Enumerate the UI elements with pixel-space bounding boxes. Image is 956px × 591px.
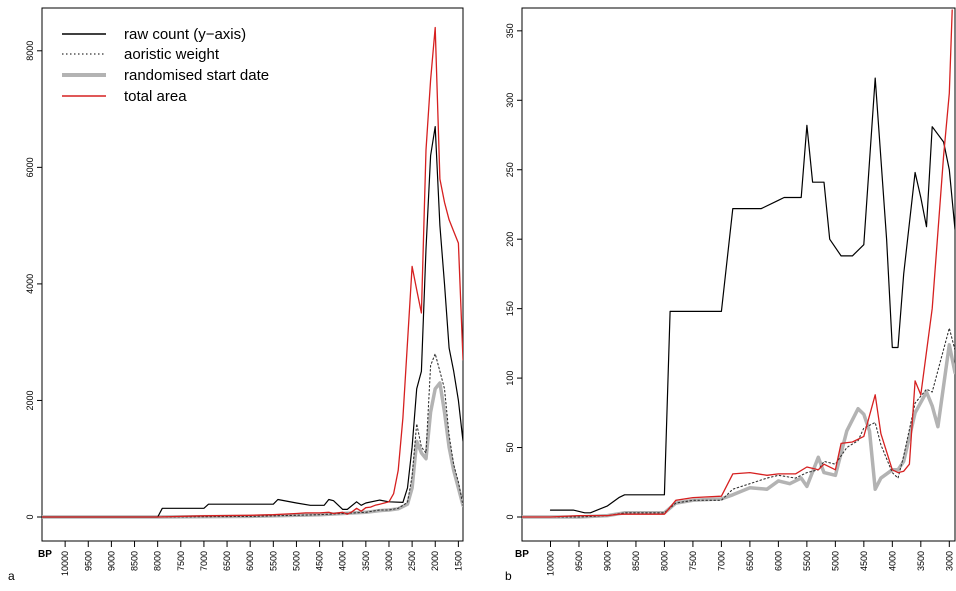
panel-b-x-prefix: BP — [515, 549, 529, 560]
panel-b-y-tick-label: 0 — [505, 514, 515, 519]
panel-a-y-tick-label: 0 — [25, 514, 35, 519]
panel-a-x-tick-label: 1500 — [453, 551, 463, 571]
panel-b-y-tick-label: 200 — [505, 232, 515, 247]
panel-b-y-tick-label: 100 — [505, 371, 515, 386]
panel-b-x-tick-label: 7500 — [688, 551, 698, 571]
panel-b-y-tick-label: 150 — [505, 301, 515, 316]
panel-a-series-aoristic-weight — [42, 353, 463, 518]
panel-a-x-tick-label: 2000 — [430, 551, 440, 571]
panel-a-x-tick-label: 5500 — [268, 551, 278, 571]
legend-label-total-area: total area — [124, 88, 187, 105]
panel-a-x-tick-label: 6000 — [245, 551, 255, 571]
panel-b-x-tick-label: 9000 — [602, 551, 612, 571]
panel-b-series-group — [522, 9, 955, 519]
panel-b-series-randomised-start-date — [522, 343, 955, 519]
panel-b-y-tick-label: 350 — [505, 23, 515, 38]
panel-b-x-tick-label: 8500 — [631, 551, 641, 571]
panel-b-x-tick-label: 9500 — [574, 551, 584, 571]
panel-a-x-tick-label: 3500 — [361, 551, 371, 571]
panel-a-x-prefix: BP — [38, 549, 52, 560]
panel-b-x-tick-label: 3000 — [944, 551, 954, 571]
panel-b-x-tick-label: 8000 — [659, 551, 669, 571]
panel-b-x-tick-label: 5000 — [830, 551, 840, 571]
panel-a-x-tick-label: 8500 — [130, 551, 140, 571]
legend-label-randomised-start-date: randomised start date — [124, 67, 269, 84]
panel-a-x-tick-label: 10000 — [60, 551, 70, 576]
panel-a-series-raw-count — [42, 125, 463, 518]
panel-b-x-tick-label: 6500 — [745, 551, 755, 571]
legend: raw count (y−axis) aoristic weight rando… — [62, 26, 269, 105]
panel-b-x-tick-label: 7000 — [716, 551, 726, 571]
panel-a-y-tick-label: 6000 — [25, 157, 35, 177]
panel-b-series-aoristic-weight — [522, 327, 955, 518]
legend-label-raw-count: raw count (y−axis) — [124, 26, 246, 43]
panel-a-x-tick-label: 3000 — [384, 551, 394, 571]
panel-a-chart: BP a raw count (y−axis) aoristic weight … — [8, 7, 464, 583]
panel-a-x-tick-label: 4000 — [338, 551, 348, 571]
panel-a-y-tick-label: 2000 — [25, 390, 35, 410]
panel-b-plot-box — [521, 7, 956, 542]
legend-label-aoristic-weight: aoristic weight — [124, 46, 220, 63]
panel-a-letter: a — [8, 569, 15, 583]
panel-a-x-tick-label: 7000 — [199, 551, 209, 571]
panel-a-x-tick-label: 4500 — [315, 551, 325, 571]
panel-b-letter: b — [505, 569, 512, 583]
panel-a-x-tick-label: 2500 — [407, 551, 417, 571]
panel-b-x-tick-label: 4000 — [887, 551, 897, 571]
panel-a-x-tick-label: 9500 — [83, 551, 93, 571]
panel-b-series-total-area — [522, 9, 953, 518]
panel-a-x-tick-label: 7500 — [176, 551, 186, 571]
panel-b-y-tick-label: 250 — [505, 162, 515, 177]
panel-a-x-tick-label: 8000 — [153, 551, 163, 571]
panel-b-series-raw-count — [549, 77, 955, 514]
panel-b-x-tick-label: 3500 — [916, 551, 926, 571]
panel-a-y-tick-label: 8000 — [25, 41, 35, 61]
panel-a-series-group — [42, 26, 463, 519]
panel-b-x-tick-label: 10000 — [545, 551, 555, 576]
panel-b-x-tick-label: 6000 — [773, 551, 783, 571]
panel-a-x-tick-label: 5000 — [291, 551, 301, 571]
panel-a-x-tick-label: 6500 — [222, 551, 232, 571]
panel-a-y-tick-label: 4000 — [25, 274, 35, 294]
panel-b-x-tick-label: 5500 — [802, 551, 812, 571]
panel-b-chart: BP b 0 50 100 150 200 250 300 350 10000 9500 9000 8… — [505, 7, 956, 583]
panel-a-x-tick-label: 9000 — [106, 551, 116, 571]
panel-b-y-tick-label: 300 — [505, 93, 515, 108]
panel-b-x-tick-label: 4500 — [859, 551, 869, 571]
panel-a-series-total-area — [42, 26, 463, 518]
panel-b-y-tick-label: 50 — [505, 443, 515, 453]
panel-a-plot-box — [41, 7, 464, 542]
